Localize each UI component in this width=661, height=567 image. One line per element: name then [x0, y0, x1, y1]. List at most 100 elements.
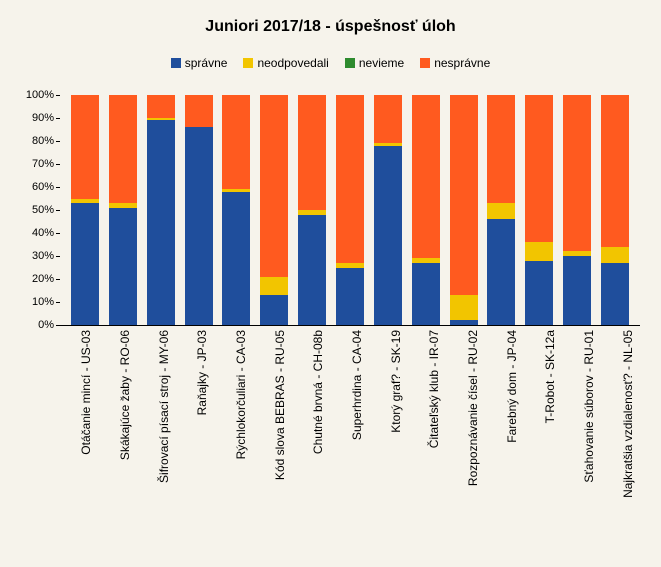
x-axis-label: Rozpoznávanie čísel - RU-02	[466, 330, 480, 486]
y-tick	[56, 256, 60, 257]
bar-column	[66, 95, 104, 325]
bar-segment-nespravne	[374, 95, 402, 143]
bar-segment-neodpovedali	[450, 295, 478, 320]
y-tick	[56, 302, 60, 303]
stacked-bar	[260, 95, 288, 325]
stacked-bar	[298, 95, 326, 325]
y-tick	[56, 95, 60, 96]
bar-segment-neodpovedali	[525, 242, 553, 260]
bar-segment-spravne	[412, 263, 440, 325]
bar-column	[445, 95, 483, 325]
y-axis-label: 80%	[14, 135, 54, 147]
bar-segment-neodpovedali	[260, 277, 288, 295]
bar-column	[104, 95, 142, 325]
y-axis-label: 70%	[14, 158, 54, 170]
bar-segment-nespravne	[185, 95, 213, 127]
x-axis-label: Ktorý graf? - SK-19	[389, 330, 403, 433]
y-tick	[56, 187, 60, 188]
legend: správne neodpovedali nevieme nesprávne	[0, 56, 661, 70]
stacked-bar	[222, 95, 250, 325]
y-axis-label: 90%	[14, 112, 54, 124]
stacked-bar	[374, 95, 402, 325]
x-axis-label: Chutné brvná - CH-08b	[311, 330, 325, 454]
stacked-bar	[185, 95, 213, 325]
y-axis-label: 20%	[14, 273, 54, 285]
bar-segment-spravne	[563, 256, 591, 325]
bar-segment-nespravne	[147, 95, 175, 118]
bar-column	[142, 95, 180, 325]
x-axis-label: Otáčanie mincí - US-03	[79, 330, 93, 455]
y-tick	[56, 141, 60, 142]
bar-segment-spravne	[147, 120, 175, 325]
bar-segment-spravne	[336, 268, 364, 326]
stacked-bar	[412, 95, 440, 325]
bar-segment-nespravne	[298, 95, 326, 210]
bar-segment-spravne	[450, 320, 478, 325]
bar-segment-spravne	[601, 263, 629, 325]
legend-swatch-nespravne	[420, 58, 430, 68]
bar-column	[558, 95, 596, 325]
bar-column	[255, 95, 293, 325]
bar-column	[217, 95, 255, 325]
y-tick	[56, 279, 60, 280]
bar-segment-spravne	[374, 146, 402, 325]
x-axis-label: Rýchlokorčuliari - CA-03	[234, 330, 248, 459]
x-axis-label: Skákajúce žaby - RO-06	[118, 330, 132, 460]
x-axis-label: Šifrovací písací stroj - MY-06	[157, 330, 171, 483]
y-axis-label: 100%	[14, 89, 54, 101]
bar-segment-spravne	[260, 295, 288, 325]
x-axis-label: Raňajky - JP-03	[195, 330, 209, 415]
stacked-bar	[563, 95, 591, 325]
stacked-bar	[71, 95, 99, 325]
bar-segment-spravne	[222, 192, 250, 325]
x-axis-label: Kód slova BEBRAS - RU-05	[273, 330, 287, 480]
stacked-bar	[487, 95, 515, 325]
bar-segment-nespravne	[487, 95, 515, 203]
legend-label: nevieme	[359, 56, 404, 70]
stacked-bar	[109, 95, 137, 325]
bar-segment-nespravne	[412, 95, 440, 258]
x-axis-label: Sťahovanie súborov - RU-01	[582, 330, 596, 483]
bar-segment-spravne	[525, 261, 553, 325]
x-axis-label: Najkratšia vzdialenosť? - NL-05	[621, 330, 635, 498]
bar-segment-nespravne	[450, 95, 478, 295]
bar-column	[482, 95, 520, 325]
bar-column	[596, 95, 634, 325]
x-axis-label: Čitateľský klub - IR-07	[427, 330, 441, 448]
y-tick	[56, 118, 60, 119]
stacked-bar	[601, 95, 629, 325]
stacked-bar	[450, 95, 478, 325]
bar-segment-spravne	[298, 215, 326, 325]
bar-segment-nespravne	[601, 95, 629, 247]
bar-segment-nespravne	[71, 95, 99, 199]
stacked-bar	[147, 95, 175, 325]
chart-container: Juniori 2017/18 - úspešnosť úloh správne…	[0, 0, 661, 567]
bar-segment-spravne	[109, 208, 137, 325]
bar-segment-spravne	[185, 127, 213, 325]
legend-item-nespravne: nesprávne	[420, 56, 490, 70]
y-axis-label: 60%	[14, 181, 54, 193]
legend-label: správne	[185, 56, 228, 70]
legend-swatch-spravne	[171, 58, 181, 68]
bar-segment-nespravne	[109, 95, 137, 203]
bar-column	[520, 95, 558, 325]
plot-area: 0%10%20%30%40%50%60%70%80%90%100%	[60, 95, 640, 326]
legend-item-neodpovedali: neodpovedali	[243, 56, 328, 70]
y-tick	[56, 233, 60, 234]
y-axis-label: 30%	[14, 250, 54, 262]
y-axis-label: 50%	[14, 204, 54, 216]
bar-column	[180, 95, 218, 325]
x-axis-label: Farebný dom - JP-04	[505, 330, 519, 443]
bar-segment-neodpovedali	[601, 247, 629, 263]
y-axis-label: 0%	[14, 319, 54, 331]
bar-column	[407, 95, 445, 325]
legend-label: nesprávne	[434, 56, 490, 70]
bar-segment-nespravne	[260, 95, 288, 277]
bar-column	[369, 95, 407, 325]
legend-label: neodpovedali	[257, 56, 328, 70]
legend-item-nevieme: nevieme	[345, 56, 404, 70]
bar-segment-nespravne	[222, 95, 250, 189]
bars-group	[60, 95, 640, 325]
bar-column	[331, 95, 369, 325]
bar-segment-spravne	[71, 203, 99, 325]
